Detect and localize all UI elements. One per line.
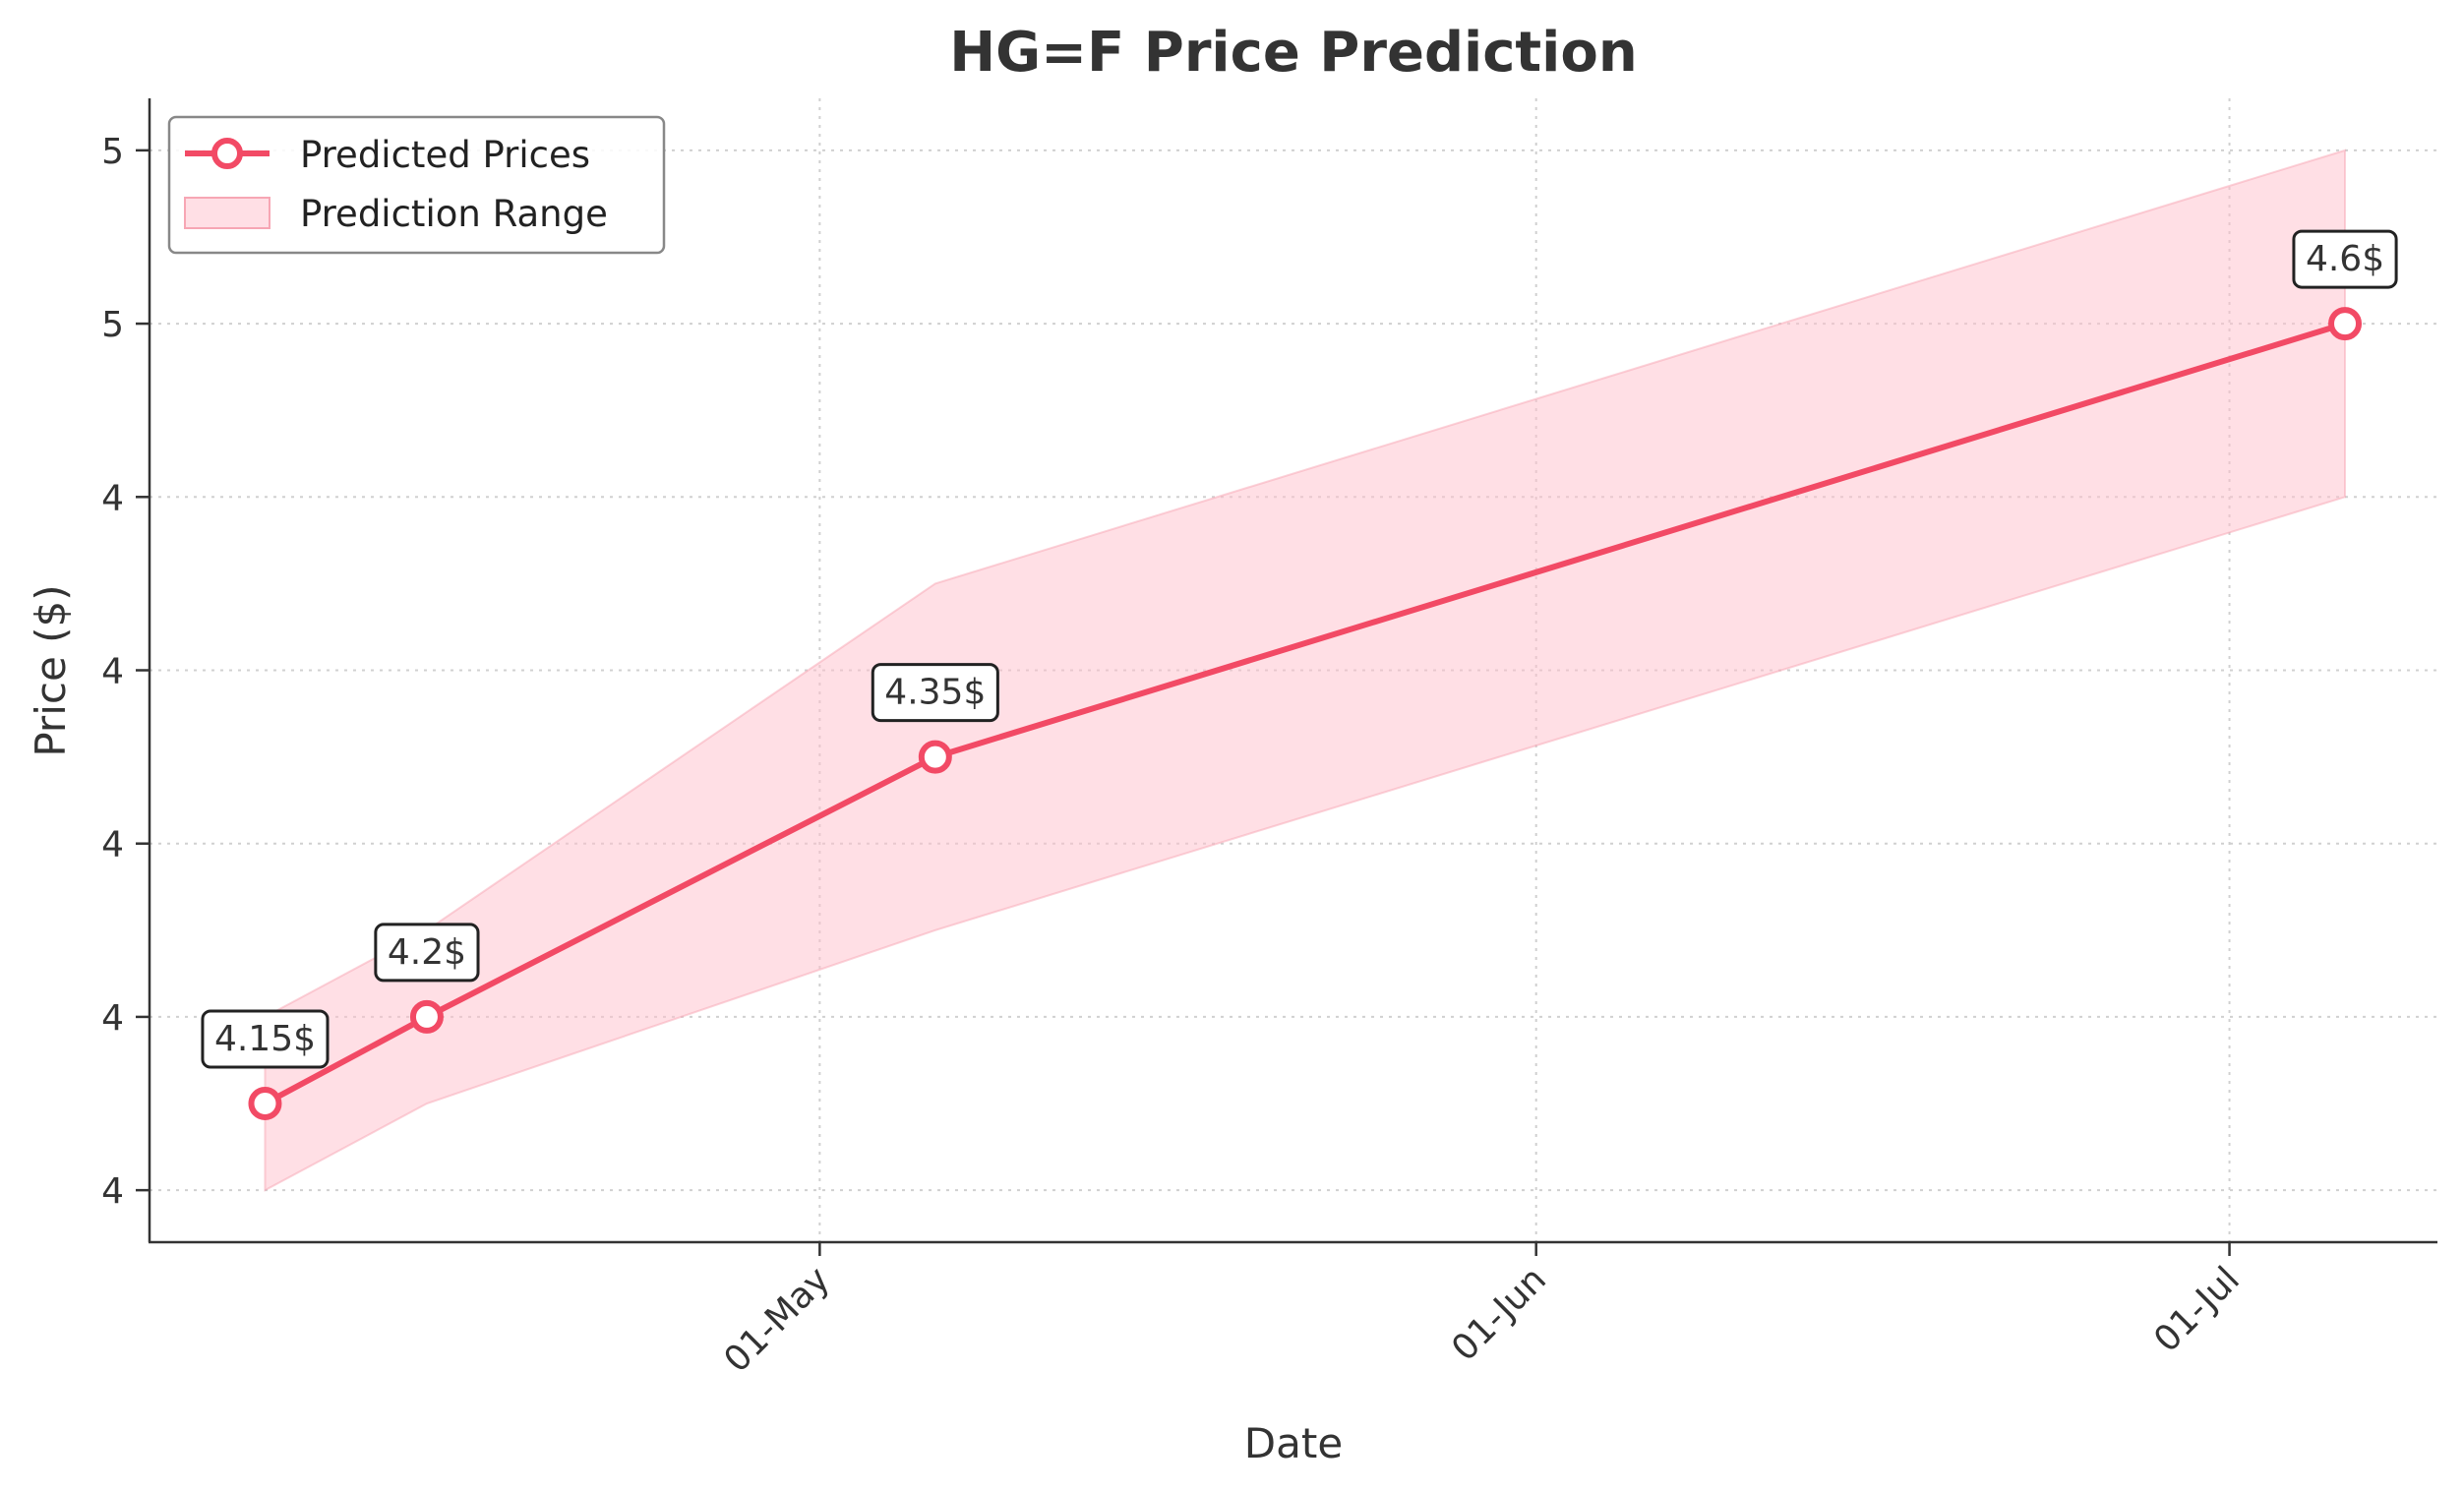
annotation-box [374,923,480,983]
legend-marker-swatch [211,138,243,169]
chart-legend: Predicted Prices Prediction Range [167,115,666,255]
price-point-marker [2328,307,2363,341]
price-annotation: 4.35$ [871,663,999,723]
y-tick-label: 5 [101,305,124,345]
price-point-marker [918,740,952,774]
price-point-marker [409,999,444,1034]
legend-band-swatch [184,197,270,229]
y-tick-label: 5 [101,132,124,172]
chart-title: HG=F Price Prediction [949,21,1637,85]
y-tick-label: 4 [101,1171,124,1212]
price-annotation: 4.15$ [201,1009,330,1069]
x-tick-label: 01-May [717,1259,838,1380]
predicted-price-markers [248,307,2363,1121]
y-tick-label: 4 [101,478,124,518]
legend-label-prediction-range: Prediction Range [300,193,608,235]
x-axis-label: Date [1244,1419,1343,1467]
annotation-label: 4.2$ [388,932,466,973]
annotation-box [2292,229,2398,289]
prediction-range-band [264,149,2347,1192]
price-point-marker [248,1087,282,1121]
y-tick-label: 4 [101,998,124,1039]
y-tick-label: 4 [101,825,124,865]
price-annotations: 4.15$ 4.2$ 4.35$ 4.6$ [201,229,2398,1069]
price-annotation: 4.2$ [374,923,480,983]
price-annotation: 4.6$ [2292,229,2398,289]
annotation-label: 4.35$ [884,673,986,713]
legend-frame [167,115,666,255]
legend-label-predicted-prices: Predicted Prices [300,134,590,176]
annotation-label: 4.15$ [214,1019,316,1059]
x-tick-label: 01-Jun [1444,1259,1554,1369]
y-axis-label: Price ($) [27,584,75,756]
x-tick-label: 01-Jul [2146,1259,2248,1360]
y-tick-label: 4 [101,652,124,692]
predicted-prices-line [264,321,2346,1106]
annotation-box [871,663,999,723]
annotation-box [201,1009,330,1069]
annotation-label: 4.6$ [2306,239,2384,279]
